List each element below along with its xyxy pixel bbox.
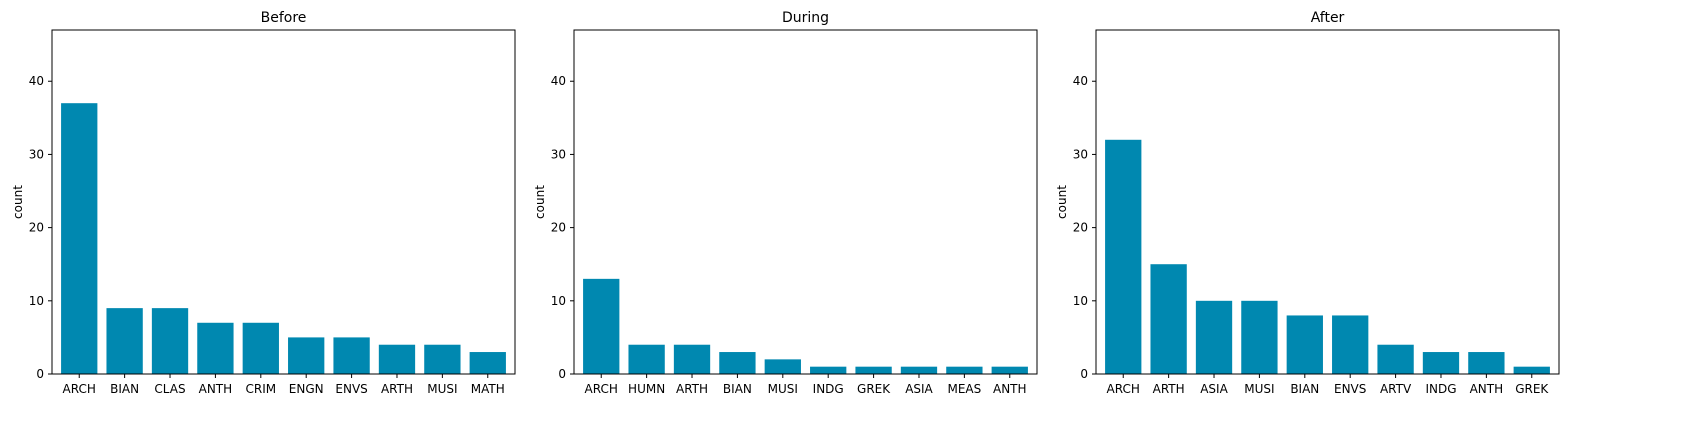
bar-arch <box>61 103 98 374</box>
bar-arch <box>1105 139 1142 374</box>
x-tick-label: MUSI <box>427 382 457 396</box>
bar-bian <box>106 308 143 374</box>
x-tick-label: ASIA <box>1200 382 1228 396</box>
y-tick-label: 0 <box>558 367 566 381</box>
y-tick-label: 30 <box>29 147 44 161</box>
x-tick-label: GREK <box>1515 382 1549 396</box>
chart-panel-0: 0 10 20 30 40 ARCH BIAN CLAS ANTH CRIM ENGN ENVS ART… <box>11 10 516 396</box>
x-tick-label: GREK <box>857 382 891 396</box>
chart-panel-1: 0 10 20 30 40 ARCH HUMN ARTH BIAN MUSI INDG GREK ASI… <box>533 10 1038 396</box>
bar-envs <box>1332 315 1369 374</box>
bar-grek <box>1513 366 1550 374</box>
x-tick-label: ENVS <box>335 382 367 396</box>
y-tick-label: 10 <box>29 294 44 308</box>
x-tick-label: CRIM <box>245 382 276 396</box>
bar-engn <box>288 337 325 374</box>
bar-bian <box>1286 315 1323 374</box>
y-tick-label: 0 <box>1080 367 1088 381</box>
bar-anth <box>197 322 234 374</box>
bar-asia <box>900 366 938 374</box>
x-tick-label: ARTV <box>1380 382 1412 396</box>
x-tick-label: ARTH <box>1153 382 1185 396</box>
x-tick-label: ASIA <box>905 382 933 396</box>
bar-arth <box>673 344 711 374</box>
bar-crim <box>242 322 279 374</box>
y-axis-label: count <box>11 185 25 219</box>
y-tick-label: 30 <box>551 147 566 161</box>
chart-title: After <box>1311 10 1345 26</box>
bar-asia <box>1195 300 1233 374</box>
bar-arth <box>1150 264 1187 374</box>
bar-musi <box>424 344 461 374</box>
x-tick-label: ANTH <box>993 382 1027 396</box>
x-tick-label: ARCH <box>63 382 96 396</box>
x-tick-label: CLAS <box>154 382 185 396</box>
bar-grek <box>855 366 892 374</box>
x-tick-label: INDG <box>813 382 844 396</box>
y-tick-label: 0 <box>36 367 44 381</box>
y-axis-label: count <box>1055 185 1069 219</box>
bar-bian <box>719 352 756 374</box>
bar-arth <box>378 344 416 374</box>
x-tick-label: ARCH <box>1107 382 1140 396</box>
bar-musi <box>764 359 801 374</box>
bar-math <box>469 352 506 374</box>
chart-title: Before <box>261 10 307 26</box>
x-tick-label: BIAN <box>1290 382 1319 396</box>
x-tick-label: ARTH <box>381 382 413 396</box>
y-tick-label: 20 <box>551 221 566 235</box>
bar-meas <box>946 366 983 374</box>
x-tick-label: MEAS <box>947 382 981 396</box>
x-tick-label: ARCH <box>585 382 618 396</box>
x-tick-label: BIAN <box>110 382 139 396</box>
y-tick-label: 40 <box>551 74 566 88</box>
x-tick-label: HUMN <box>628 382 665 396</box>
bar-indg <box>1422 352 1460 374</box>
x-tick-label: BIAN <box>723 382 752 396</box>
x-tick-label: ANTH <box>199 382 233 396</box>
y-tick-label: 20 <box>29 221 44 235</box>
plot-frame <box>51 29 516 375</box>
x-tick-label: ENGN <box>289 382 324 396</box>
y-tick-label: 30 <box>1073 147 1088 161</box>
x-tick-label: MUSI <box>1244 382 1274 396</box>
x-tick-label: INDG <box>1425 382 1456 396</box>
y-tick-label: 20 <box>1073 221 1088 235</box>
y-tick-label: 10 <box>551 294 566 308</box>
bar-musi <box>1241 300 1278 374</box>
plot-frame <box>1095 29 1560 375</box>
bar-anth <box>1468 352 1505 374</box>
x-tick-label: ARTH <box>676 382 708 396</box>
x-tick-label: ENVS <box>1334 382 1366 396</box>
bar-anth <box>991 366 1028 374</box>
bar-indg <box>810 366 847 374</box>
plot-frame <box>573 29 1038 375</box>
y-tick-label: 40 <box>1073 74 1088 88</box>
bar-artv <box>1377 344 1414 374</box>
y-tick-label: 40 <box>29 74 44 88</box>
y-axis-label: count <box>533 185 547 219</box>
chart-panel-2: 0 10 20 30 40 ARCH ARTH ASIA MUSI BIAN ENVS ARTV IND… <box>1055 10 1560 396</box>
y-tick-label: 10 <box>1073 294 1088 308</box>
x-tick-label: MATH <box>471 382 505 396</box>
bar-envs <box>333 337 370 374</box>
x-tick-label: ANTH <box>1470 382 1504 396</box>
x-tick-label: MUSI <box>768 382 798 396</box>
chart-title: During <box>782 10 829 26</box>
bar-clas <box>151 308 189 374</box>
bar-arch <box>583 278 620 374</box>
bar-humn <box>628 344 665 374</box>
